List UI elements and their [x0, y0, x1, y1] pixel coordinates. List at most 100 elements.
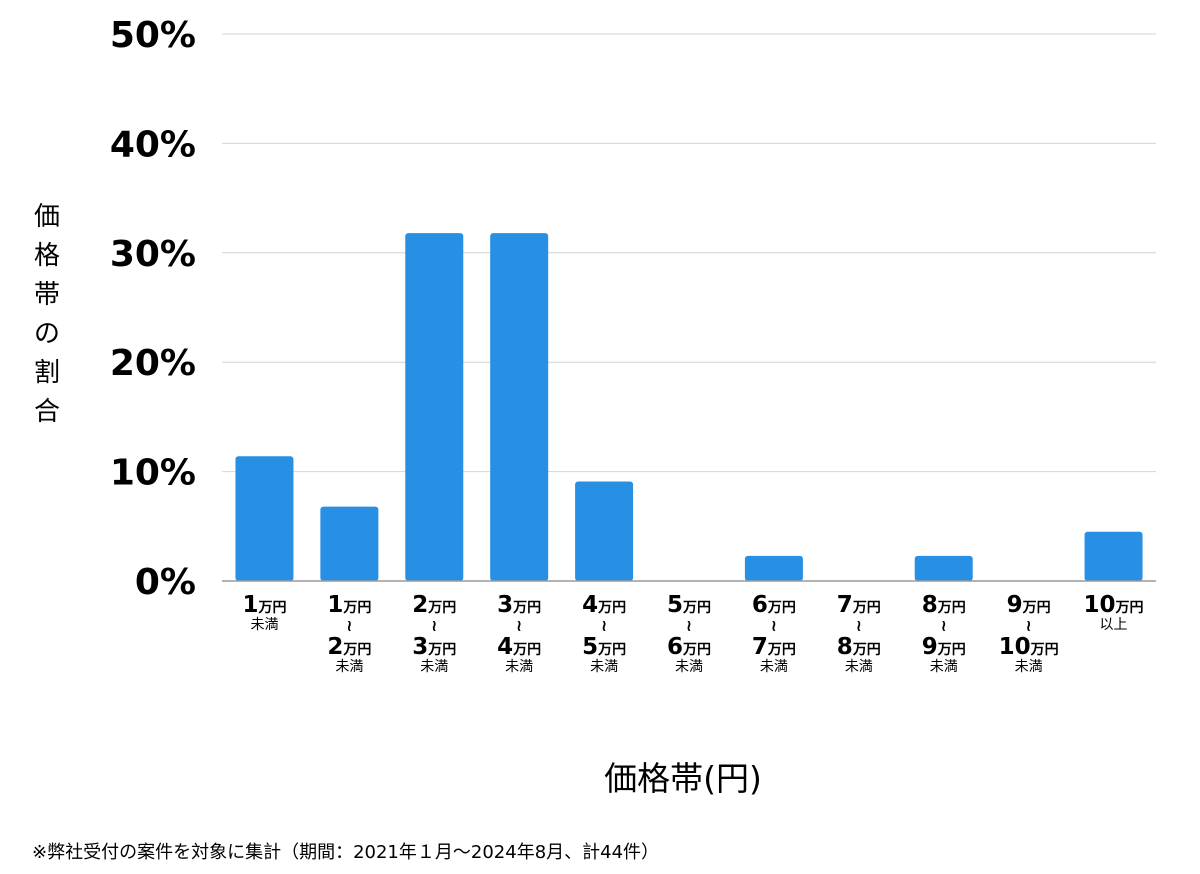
y-axis-label: 価格帯の割合	[33, 202, 60, 427]
x-tick-suffix: 未満	[590, 659, 619, 675]
x-tick-range-separator: ≀	[1025, 616, 1032, 635]
x-tick-label: 1万円 未満	[214, 594, 314, 634]
x-tick-to: 9万円	[894, 634, 994, 660]
x-tick-to-number: 2	[327, 634, 344, 660]
x-tick-to: 2万円	[299, 634, 399, 660]
x-tick-to-unit: 万円	[598, 642, 627, 658]
x-tick-suffix: 未満	[759, 659, 788, 675]
x-tick-from-number: 3	[497, 592, 514, 618]
x-tick-range-separator: ≀	[686, 616, 692, 635]
bar	[914, 555, 973, 581]
x-tick-to-number: 6	[666, 634, 683, 660]
x-tick-label: 5万円 ≀ 6万円 未満	[639, 594, 739, 676]
x-tick-from-unit: 万円	[1115, 600, 1144, 616]
x-tick-to-unit: 万円	[767, 642, 796, 658]
x-tick-to-number: 10	[998, 634, 1031, 660]
y-tick-label: 50%	[110, 15, 196, 56]
bar	[320, 506, 379, 581]
x-tick-label: 9万円 ≀ 10万円 未満	[979, 594, 1079, 676]
x-tick-suffix: 未満	[420, 659, 449, 675]
x-tick-to: 10万円	[979, 634, 1079, 660]
y-tick-label: 40%	[110, 124, 196, 165]
x-tick-to-unit: 万円	[513, 642, 542, 658]
x-tick-from-number: 7	[836, 592, 853, 618]
x-tick-to-unit: 万円	[937, 642, 966, 658]
x-tick-from-unit: 万円	[852, 600, 881, 616]
x-tick-from: 7万円	[809, 592, 909, 618]
x-tick-from-unit: 万円	[513, 600, 542, 616]
x-tick-from: 10万円	[1064, 592, 1164, 618]
x-tick-from-unit: 万円	[598, 600, 627, 616]
x-tick-to: 7万円	[724, 634, 824, 660]
footnote: ※弊社受付の案件を対象に集計（期間：2021年１月〜2024年8月、計44件）	[32, 842, 660, 863]
x-tick-from: 6万円	[724, 592, 824, 618]
x-tick-suffix: 未満	[844, 659, 873, 675]
x-tick-range-separator: ≀	[855, 616, 862, 635]
x-tick-range-separator: ≀	[516, 616, 523, 635]
x-tick-from-unit: 万円	[428, 600, 457, 616]
x-tick-from-number: 10	[1083, 592, 1116, 618]
x-tick-range-separator: ≀	[431, 616, 438, 635]
x-tick-range-separator: ≀	[601, 616, 608, 635]
x-tick-from: 1万円	[299, 592, 399, 618]
x-tick-from-unit: 万円	[258, 600, 287, 616]
x-tick-from-unit: 万円	[343, 600, 372, 616]
x-tick-range-separator: ≀	[770, 616, 777, 635]
y-tick-label: 0%	[135, 562, 196, 603]
x-tick-to: 5万円	[554, 634, 654, 660]
x-tick-suffix: 未満	[929, 659, 958, 675]
x-tick-from: 3万円	[469, 592, 569, 618]
x-tick-from: 4万円	[554, 594, 654, 617]
x-tick-to-unit: 万円	[852, 642, 881, 658]
x-tick-label: 3万円 ≀ 4万円 未満	[469, 594, 569, 676]
x-tick-from-number: 8	[921, 592, 938, 618]
x-tick-label: 6万円 ≀ 7万円 未満	[724, 594, 824, 676]
x-tick-to: 3万円	[384, 636, 484, 659]
x-tick-from-number: 1	[242, 592, 259, 618]
x-tick-from-unit: 万円	[683, 600, 711, 616]
x-tick-to-unit: 万円	[683, 642, 711, 658]
x-tick-suffix: 未満	[250, 617, 279, 633]
x-tick-from: 5万円	[639, 592, 739, 618]
bar	[575, 481, 634, 581]
x-tick-label: 1万円 ≀ 2万円 未満	[299, 594, 399, 676]
x-tick-suffix: 未満	[1014, 659, 1043, 675]
bar	[235, 456, 294, 581]
x-tick-from-number: 9	[1006, 592, 1023, 618]
gridlines	[222, 33, 1156, 473]
x-tick-to-number: 8	[836, 634, 853, 660]
x-tick-from-number: 6	[751, 592, 768, 618]
x-tick-to-number: 9	[921, 634, 938, 660]
x-tick-from-unit: 万円	[937, 600, 966, 616]
x-tick-range-separator: ≀	[346, 616, 353, 635]
bar	[405, 233, 464, 581]
x-tick-to: 6万円	[639, 634, 739, 660]
x-tick-from: 8万円	[894, 592, 994, 618]
x-tick-label: 7万円 ≀ 8万円 未満	[809, 594, 909, 676]
x-tick-from: 1万円	[214, 592, 314, 618]
x-tick-label: 8万円 ≀ 9万円 未満	[894, 594, 994, 676]
x-tick-label: 10万円 以上	[1064, 594, 1164, 634]
x-tick-from: 2万円	[384, 594, 484, 617]
bars	[235, 233, 1143, 581]
x-axis-label: 価格帯(円)	[604, 759, 762, 798]
x-tick-from-number: 1	[327, 592, 344, 618]
x-tick-to-unit: 万円	[343, 642, 372, 658]
x-tick-suffix: 未満	[505, 659, 534, 675]
y-tick-label: 20%	[110, 343, 196, 384]
x-tick-to-number: 7	[751, 634, 768, 660]
x-tick-from-number: 5	[666, 592, 683, 618]
x-tick-to-number: 4	[497, 634, 514, 660]
x-tick-to-number: 5	[582, 634, 599, 660]
x-tick-label: 4万円 ≀ 5万円 未満	[554, 594, 654, 676]
x-tick-range-separator: ≀	[940, 616, 947, 635]
y-tick-label: 30%	[110, 234, 196, 275]
x-tick-to-unit: 万円	[428, 642, 457, 658]
x-tick-to: 8万円	[809, 634, 909, 660]
bar	[490, 233, 549, 581]
x-tick-from: 9万円	[979, 592, 1079, 618]
y-axis-ticks: 0% 10% 20% 30% 40% 50%	[110, 15, 196, 603]
x-tick-suffix: 未満	[335, 659, 364, 675]
bar	[744, 555, 803, 581]
